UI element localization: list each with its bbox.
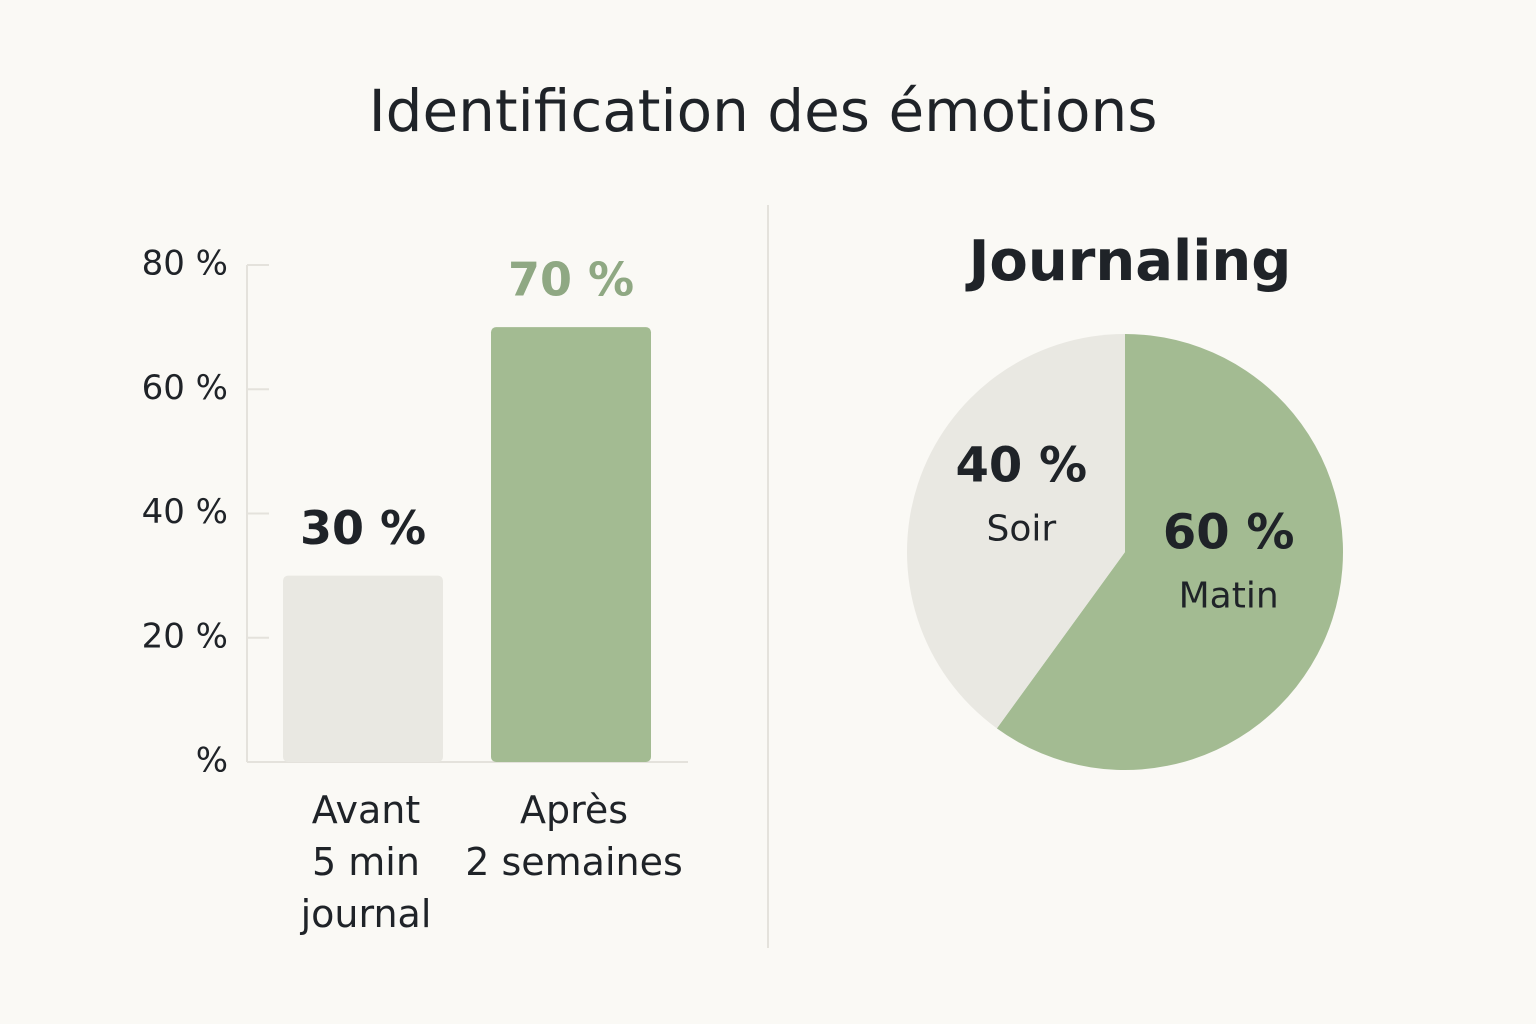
y-tick-label: 80 % — [142, 244, 228, 284]
bar — [283, 575, 443, 762]
value-label: 30 % — [300, 501, 426, 555]
x-tick-label-line: 5 min — [312, 840, 420, 884]
y-tick-label: 40 % — [142, 492, 228, 532]
y-tick-label: 20 % — [142, 616, 228, 656]
page-title: Identification des émotions — [369, 77, 1158, 145]
x-tick-label-line: Après — [520, 788, 628, 832]
slice-value-label: 60 % — [1163, 505, 1295, 561]
slice-label: Soir — [986, 508, 1056, 549]
x-tick-label: Après 2 semaines — [465, 788, 683, 884]
y-tick-label: % — [196, 741, 228, 781]
pie-slice — [906, 334, 1125, 729]
y-tick-label: 60 % — [142, 368, 228, 408]
pie-title: Journaling — [965, 229, 1292, 294]
pie-slice — [996, 334, 1343, 770]
x-tick-label-line: Avant — [312, 788, 421, 832]
x-tick-label: Avant 5 min journal — [300, 788, 432, 936]
slice-label: Matin — [1179, 576, 1279, 617]
x-tick-label-line: 2 semaines — [465, 840, 683, 884]
slice-value-label: 40 % — [956, 437, 1088, 493]
value-label: 70 % — [508, 253, 634, 307]
bar — [491, 327, 651, 762]
x-tick-label-line: journal — [300, 892, 432, 936]
